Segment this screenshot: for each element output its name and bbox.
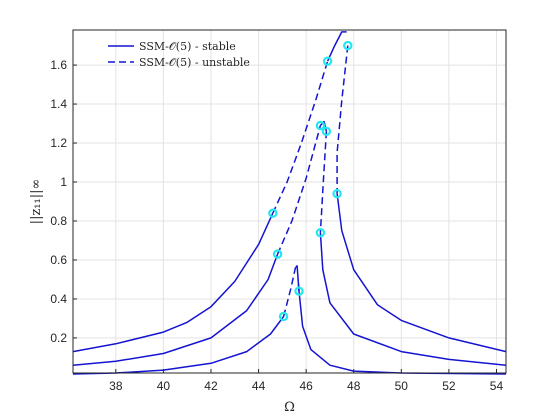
x-tick-label-1: 40 <box>157 379 171 393</box>
bifurcation-marker-8 <box>278 311 289 322</box>
series-solid-2 <box>326 31 347 62</box>
x-tick-label-7: 52 <box>442 379 456 393</box>
y-tick-label-6: 1.4 <box>50 97 67 111</box>
x-tick-label-5: 48 <box>347 379 361 393</box>
series-dashed-11 <box>282 267 297 317</box>
x-axis-label: Ω <box>284 400 295 415</box>
x-tick-label-6: 50 <box>395 379 409 393</box>
series-dashed-8 <box>319 131 328 233</box>
bifurcation-marker-2 <box>343 40 353 51</box>
x-tick-label-2: 42 <box>204 379 218 393</box>
y-tick-label-7: 1.6 <box>50 58 67 72</box>
series-dashed-3 <box>336 45 349 194</box>
bifurcation-marker-5 <box>315 120 326 131</box>
bifurcation-marker-1 <box>322 56 333 66</box>
y-tick-label-3: 0.8 <box>50 214 67 228</box>
bifurcation-marker-3 <box>332 189 342 199</box>
series-dashed-1 <box>272 60 329 214</box>
y-tick-label-2: 0.6 <box>50 253 67 267</box>
series-solid-9 <box>319 232 507 366</box>
bifurcation-marker-7 <box>315 227 326 238</box>
response-curves <box>72 31 507 375</box>
bifurcation-marker-6 <box>321 126 332 137</box>
series-solid-12 <box>294 265 300 292</box>
series-solid-0 <box>72 212 274 353</box>
bifurcation-marker-4 <box>272 249 283 259</box>
plot-frame <box>72 29 507 374</box>
x-tick-label-4: 46 <box>299 379 313 393</box>
series-dashed-13 <box>297 279 300 292</box>
legend-label-unstable: SSM-𝒪(5) - unstable <box>139 56 250 69</box>
grid-lines <box>73 30 506 373</box>
y-axis-label: ||z₁₁||∞ <box>29 179 44 225</box>
y-tick-label-4: 1 <box>60 175 67 189</box>
series-solid-5 <box>72 253 279 366</box>
x-tick-label-8: 54 <box>490 379 504 393</box>
x-tick-label-3: 44 <box>252 379 266 393</box>
series-solid-4 <box>336 193 507 353</box>
y-tick-label-0: 0.2 <box>50 331 67 345</box>
series-dashed-6 <box>276 125 322 255</box>
axis-ticks: 38 40 42 44 46 48 50 52 54 0.2 0.4 0.6 0.8 1 1.2 1.4 1.6 <box>50 58 503 393</box>
legend-label-stable: SSM-𝒪(5) - stable <box>139 40 236 53</box>
y-tick-label-1: 0.4 <box>50 292 67 306</box>
y-tick-label-5: 1.2 <box>50 136 67 150</box>
bifurcation-markers <box>268 40 353 322</box>
legend: SSM-𝒪(5) - stable SSM-𝒪(5) - unstable <box>108 40 250 69</box>
bifurcation-marker-0 <box>268 208 278 218</box>
x-tick-label-0: 38 <box>109 379 123 393</box>
bifurcation-marker-9 <box>294 286 304 296</box>
